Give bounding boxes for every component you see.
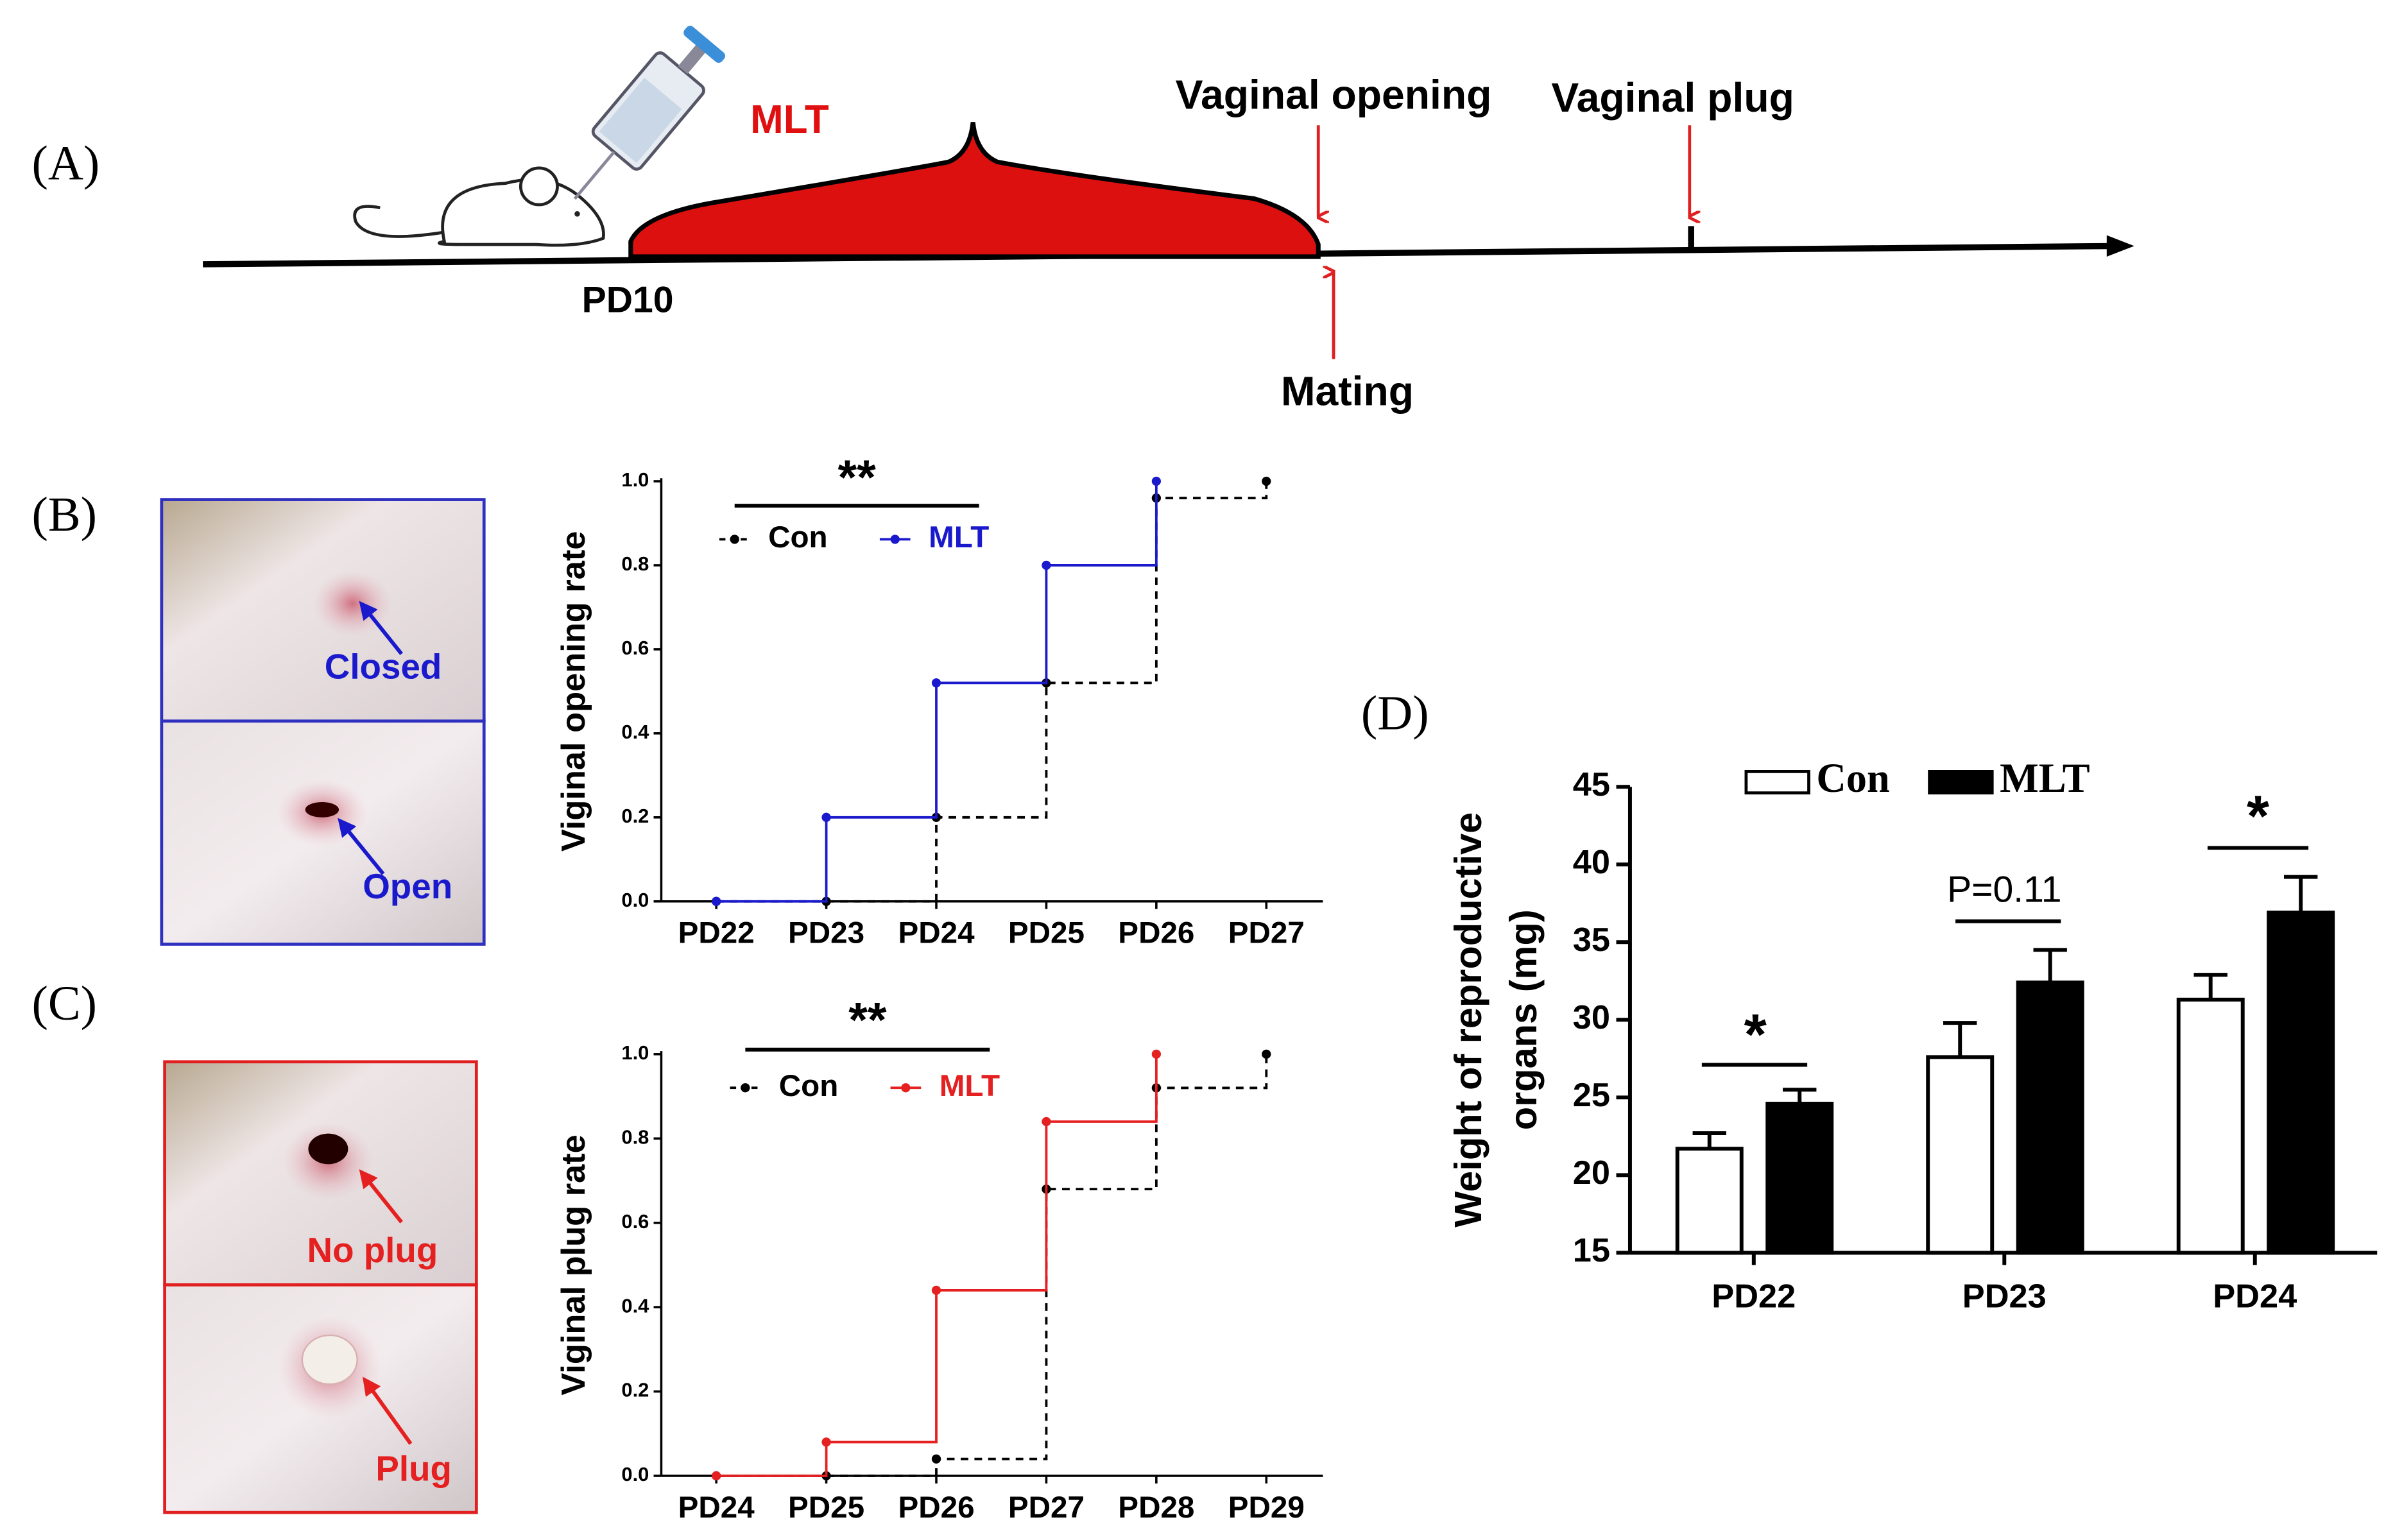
x-tick-label: PD24 [2213, 1278, 2297, 1315]
legend-marker [730, 535, 739, 544]
x-tick-label: PD24 [898, 916, 975, 950]
y-tick-label: 0.8 [621, 1125, 649, 1148]
legend-label: Con [779, 1069, 839, 1103]
x-tick-label: PD25 [788, 1491, 864, 1525]
y-tick-label: 45 [1573, 766, 1610, 803]
y-tick-label: 25 [1573, 1077, 1610, 1114]
panel-label: (D) [1361, 687, 1429, 740]
point [1151, 1049, 1161, 1059]
legend-label: MLT [929, 520, 989, 554]
y-tick-label: 20 [1573, 1154, 1610, 1192]
step-line [716, 1054, 1268, 1477]
x-tick-label: PD26 [898, 1491, 974, 1525]
bar [1675, 1147, 1744, 1255]
y-tick-label: 1.0 [621, 468, 649, 491]
point [1262, 1049, 1271, 1059]
point [712, 1471, 721, 1481]
start-label: PD10 [582, 280, 674, 321]
y-tick-label: 35 [1573, 921, 1610, 959]
bar [2267, 911, 2335, 1255]
photos-c: No plug Plug [163, 1060, 478, 1514]
legend-label: Con [1816, 755, 1889, 801]
step-line [716, 1054, 1158, 1477]
y-tick-label: 0.2 [621, 1379, 649, 1401]
legend-marker [890, 535, 900, 544]
legend-swatch [1744, 770, 1810, 795]
point [1262, 476, 1271, 486]
y-tick-label: 30 [1573, 999, 1610, 1036]
legend-marker [741, 1083, 750, 1093]
treatment-label: MLT [750, 98, 829, 142]
y-tick-label: 0.4 [621, 721, 649, 743]
y-tick-label: 0.6 [621, 637, 649, 659]
x-tick-label: PD24 [678, 1491, 755, 1525]
y-tick-label: 0.8 [621, 552, 649, 575]
annotation: P=0.11 [1947, 869, 2061, 911]
x-tick-label: PD29 [1228, 1491, 1305, 1525]
annotation: * [1744, 1002, 1767, 1067]
photo-label: Open [363, 866, 452, 906]
y-tick-label: 1.0 [621, 1041, 649, 1064]
y-axis-label: Viginal opening rate [555, 531, 592, 852]
annotation: * [2247, 783, 2270, 848]
y-tick-label: 15 [1573, 1232, 1610, 1269]
point [1042, 560, 1051, 570]
panel-label: (B) [31, 488, 97, 542]
photos-b: Closed Open [160, 498, 486, 946]
mating-label: Mating [1281, 368, 1414, 414]
point [931, 1454, 941, 1464]
x-tick-label: PD27 [1008, 1491, 1085, 1525]
annotation: ** [848, 993, 887, 1047]
point [1151, 476, 1161, 486]
bar [1926, 1055, 1995, 1255]
x-tick-label: PD26 [1118, 916, 1194, 950]
bar [1765, 1102, 1834, 1255]
legend-marker [901, 1083, 911, 1093]
panel-label: (A) [31, 136, 99, 190]
x-tick-label: PD25 [1008, 916, 1085, 950]
y-tick-label: 0.4 [621, 1294, 649, 1317]
panel-label: (C) [31, 977, 97, 1031]
point [712, 896, 721, 906]
y-tick-label: 0.2 [621, 805, 649, 827]
event-label: Vaginal plug [1551, 74, 1794, 121]
y-axis-label: Weight of reproductive [1446, 812, 1489, 1228]
y-tick-label: 40 [1573, 844, 1610, 881]
legend-swatch [1928, 770, 1994, 795]
point [821, 812, 831, 822]
step-line [716, 481, 1268, 903]
photo-label: Closed [325, 646, 442, 686]
photo-label: Plug [375, 1448, 452, 1488]
y-tick-label: 0.6 [621, 1210, 649, 1233]
bar [2176, 997, 2245, 1255]
timeline: MLT PD10 Vaginal opening Vaginal plug Ma… [203, 26, 2134, 414]
event-label: Vaginal opening [1176, 71, 1492, 117]
legend-label: Con [768, 520, 828, 554]
x-tick-label: PD22 [678, 916, 755, 950]
annotation: ** [838, 450, 877, 505]
point [821, 1437, 831, 1447]
x-tick-label: PD23 [1962, 1278, 2047, 1315]
legend-label: MLT [940, 1069, 1000, 1103]
point [931, 1285, 941, 1295]
y-axis-label: Viginal plug rate [555, 1134, 592, 1395]
photo-label: No plug [307, 1230, 438, 1270]
bar [2016, 980, 2084, 1255]
x-tick-label: PD27 [1228, 916, 1305, 950]
x-tick-label: PD22 [1712, 1278, 1796, 1315]
point [931, 678, 941, 688]
y-axis-label: organs (mg) [1502, 909, 1545, 1130]
x-tick-label: PD23 [788, 916, 864, 950]
y-tick-label: 0.0 [621, 1463, 649, 1485]
point [1042, 1116, 1051, 1127]
legend-label: MLT [2000, 755, 2090, 801]
y-tick-label: 0.0 [621, 889, 649, 911]
x-tick-label: PD28 [1118, 1491, 1194, 1525]
